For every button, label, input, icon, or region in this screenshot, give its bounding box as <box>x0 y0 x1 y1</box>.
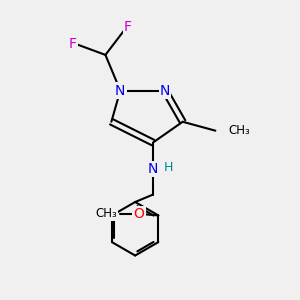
Text: H: H <box>164 161 173 174</box>
Text: N: N <box>115 84 125 98</box>
Text: CH₃: CH₃ <box>229 124 250 137</box>
Text: N: N <box>160 84 170 98</box>
Text: F: F <box>69 38 77 52</box>
Text: F: F <box>124 20 132 34</box>
Text: CH₃: CH₃ <box>95 207 117 220</box>
Text: O: O <box>134 207 144 221</box>
Text: N: N <box>148 162 158 176</box>
